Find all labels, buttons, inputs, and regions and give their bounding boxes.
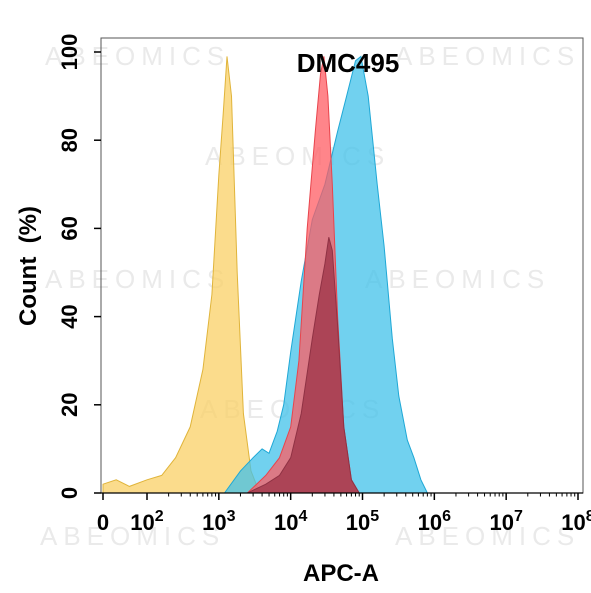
y-tick-label: 0 bbox=[57, 487, 82, 499]
y-tick-label: 80 bbox=[57, 128, 82, 152]
x-tick-label: 104 bbox=[274, 508, 307, 535]
y-axis-label: Count (%) bbox=[15, 206, 42, 326]
x-tick-label: 105 bbox=[346, 508, 379, 535]
series-fills bbox=[102, 55, 429, 494]
x-tick-label: 102 bbox=[130, 508, 163, 535]
x-tick-label: 108 bbox=[561, 508, 591, 535]
x-tick-label: 106 bbox=[418, 508, 451, 535]
y-axis: 0 20 40 60 80 100 bbox=[57, 34, 101, 499]
watermark-text: ABEOMICS bbox=[45, 264, 230, 294]
watermark-text: ABEOMICS bbox=[395, 521, 580, 551]
watermark-text: ABEOMICS bbox=[365, 264, 550, 294]
y-tick-label: 60 bbox=[57, 216, 82, 240]
watermark-text: ABEOMICS bbox=[45, 41, 230, 71]
x-tick-label: 0 bbox=[97, 510, 109, 535]
watermark-text: ABEOMICS bbox=[40, 521, 225, 551]
y-tick-label: 40 bbox=[57, 304, 82, 328]
watermark-text: ABEOMICS bbox=[395, 41, 580, 71]
x-axis: 0 102 103 104 105 106 107 108 bbox=[97, 492, 591, 535]
y-tick-label: 20 bbox=[57, 393, 82, 417]
y-tick-label: 100 bbox=[57, 34, 82, 71]
histogram-series-4 bbox=[247, 237, 361, 494]
x-axis-label: APC-A bbox=[303, 560, 379, 587]
x-tick-label: 103 bbox=[202, 508, 235, 535]
chart-title: DMC495 bbox=[297, 48, 400, 78]
x-tick-label: 107 bbox=[489, 508, 522, 535]
